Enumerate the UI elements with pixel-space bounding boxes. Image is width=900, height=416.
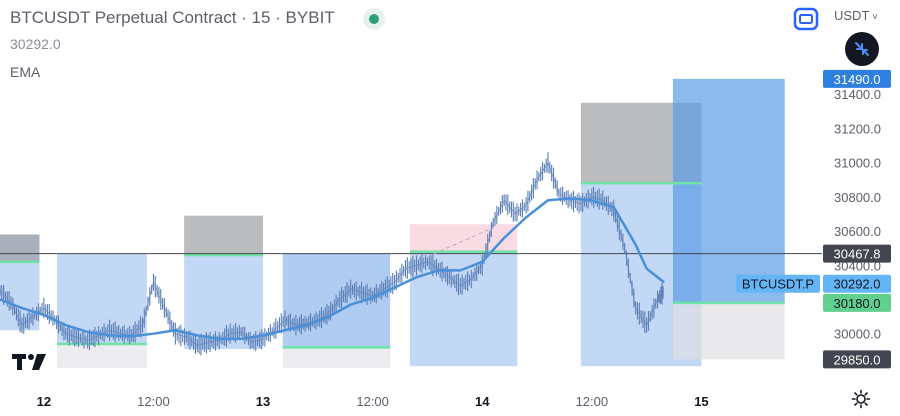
price-series-line	[0, 161, 665, 347]
position-box	[672, 302, 785, 360]
currency-selector[interactable]: USDT ˅	[834, 8, 878, 23]
position-box	[184, 215, 264, 255]
symbol-tag-label: BTCUSDT.P	[742, 277, 814, 292]
x-tick-label: 12:00	[137, 394, 170, 409]
position-box	[409, 251, 518, 367]
y-tick-label: 30000.0	[834, 327, 881, 342]
market-status-icon	[363, 8, 385, 30]
x-tick-label: 14	[475, 394, 490, 409]
position-box	[0, 234, 40, 262]
last-price-label: 30292.0	[10, 36, 61, 52]
fullscreen-icon[interactable]	[793, 6, 819, 32]
price-tag-label: 30180.0	[834, 296, 881, 311]
price-tag-label: 30292.0	[834, 277, 881, 292]
y-tick-label: 30600.0	[834, 224, 881, 239]
position-box	[282, 347, 391, 368]
position-box	[56, 343, 147, 368]
y-tick-label: 31400.0	[834, 87, 881, 102]
chart-title: BTCUSDT Perpetual Contract · 15 · BYBIT	[10, 8, 335, 27]
price-tag	[823, 350, 891, 369]
price-tag	[823, 244, 891, 263]
x-tick-label: 13	[256, 394, 270, 409]
x-tick-label: 12:00	[576, 394, 609, 409]
chevron-down-icon: ˅	[869, 12, 879, 23]
ema-line	[0, 197, 665, 341]
x-tick-label: 12:00	[356, 394, 389, 409]
price-tag	[823, 274, 891, 293]
currency-label: USDT	[834, 8, 870, 23]
indicator-label-ema[interactable]: EMA	[10, 64, 41, 80]
settings-gear-icon[interactable]	[851, 389, 871, 409]
y-tick-label: 30800.0	[834, 190, 881, 205]
x-tick-label: 12	[37, 394, 51, 409]
position-box	[672, 78, 785, 303]
y-tick-label: 31200.0	[834, 121, 881, 136]
tradingview-logo-icon	[12, 354, 46, 370]
price-tag-label: 31490.0	[834, 72, 881, 87]
symbol-tag	[736, 274, 820, 293]
x-tick-label: 15	[694, 394, 708, 409]
dashed-trend-line	[427, 227, 494, 258]
price-tag	[823, 69, 891, 88]
collapse-button[interactable]	[845, 32, 879, 66]
collapse-icon	[855, 42, 869, 56]
position-box	[409, 224, 518, 252]
y-tick-label: 31000.0	[834, 156, 881, 171]
price-tag-label: 29850.0	[834, 352, 881, 367]
price-tag	[823, 293, 891, 312]
price-tag-label: 30467.8	[834, 247, 881, 262]
